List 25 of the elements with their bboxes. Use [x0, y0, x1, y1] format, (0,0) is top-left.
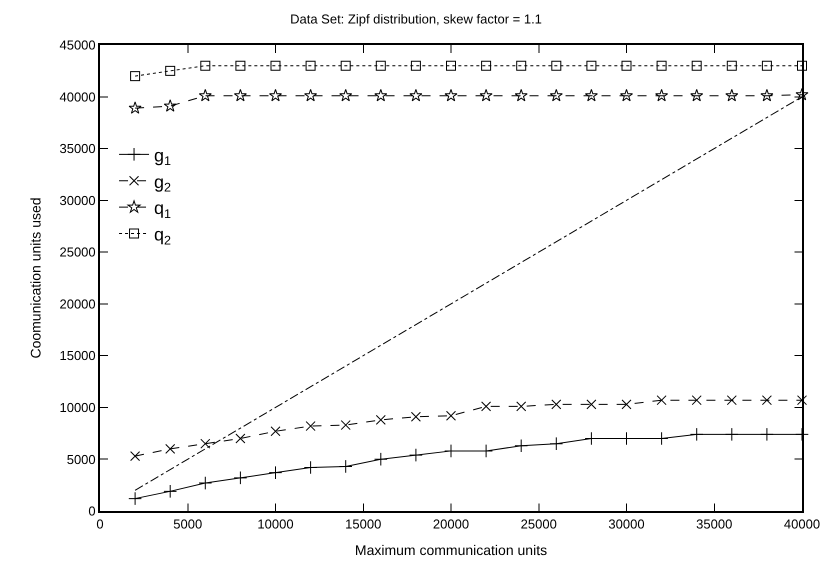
y-axis-title: Coomunication units used	[28, 197, 44, 359]
y-tick-label: 15000	[59, 348, 96, 364]
legend-label: q$_{1}$	[154, 198, 172, 221]
y-tick-label: 30000	[59, 192, 96, 208]
y-tick-label: 0	[88, 504, 96, 519]
x-tick-label: 30000	[608, 516, 645, 532]
y-tick-label: 20000	[59, 296, 96, 312]
x-tick-label: 40000	[784, 516, 820, 532]
y-tick-label: 40000	[59, 89, 96, 104]
x-tick-label: 35000	[696, 516, 732, 532]
x-tick-label: 25000	[520, 516, 557, 532]
legend-label: g$_{2}$	[154, 172, 172, 195]
legend-label: q$_{2}$	[154, 224, 172, 248]
y-tick-label: 35000	[59, 141, 96, 156]
y-tick-label: 25000	[59, 244, 96, 260]
y-tick-label: 45000	[59, 38, 96, 53]
x-tick-label: 15000	[345, 516, 382, 532]
x-tick-label: 5000	[173, 516, 202, 532]
x-tick-label: 20000	[432, 516, 470, 532]
x-axis-title: Maximum communication units	[354, 542, 548, 558]
x-tick-label: 10000	[257, 516, 294, 532]
chart-title: Data Set: Zipf distribution, skew factor = 1.1	[290, 11, 542, 26]
y-tick-label: 5000	[66, 452, 96, 467]
legend-label: g$_{1}$	[154, 145, 172, 168]
y-tick-label: 10000	[59, 400, 96, 415]
